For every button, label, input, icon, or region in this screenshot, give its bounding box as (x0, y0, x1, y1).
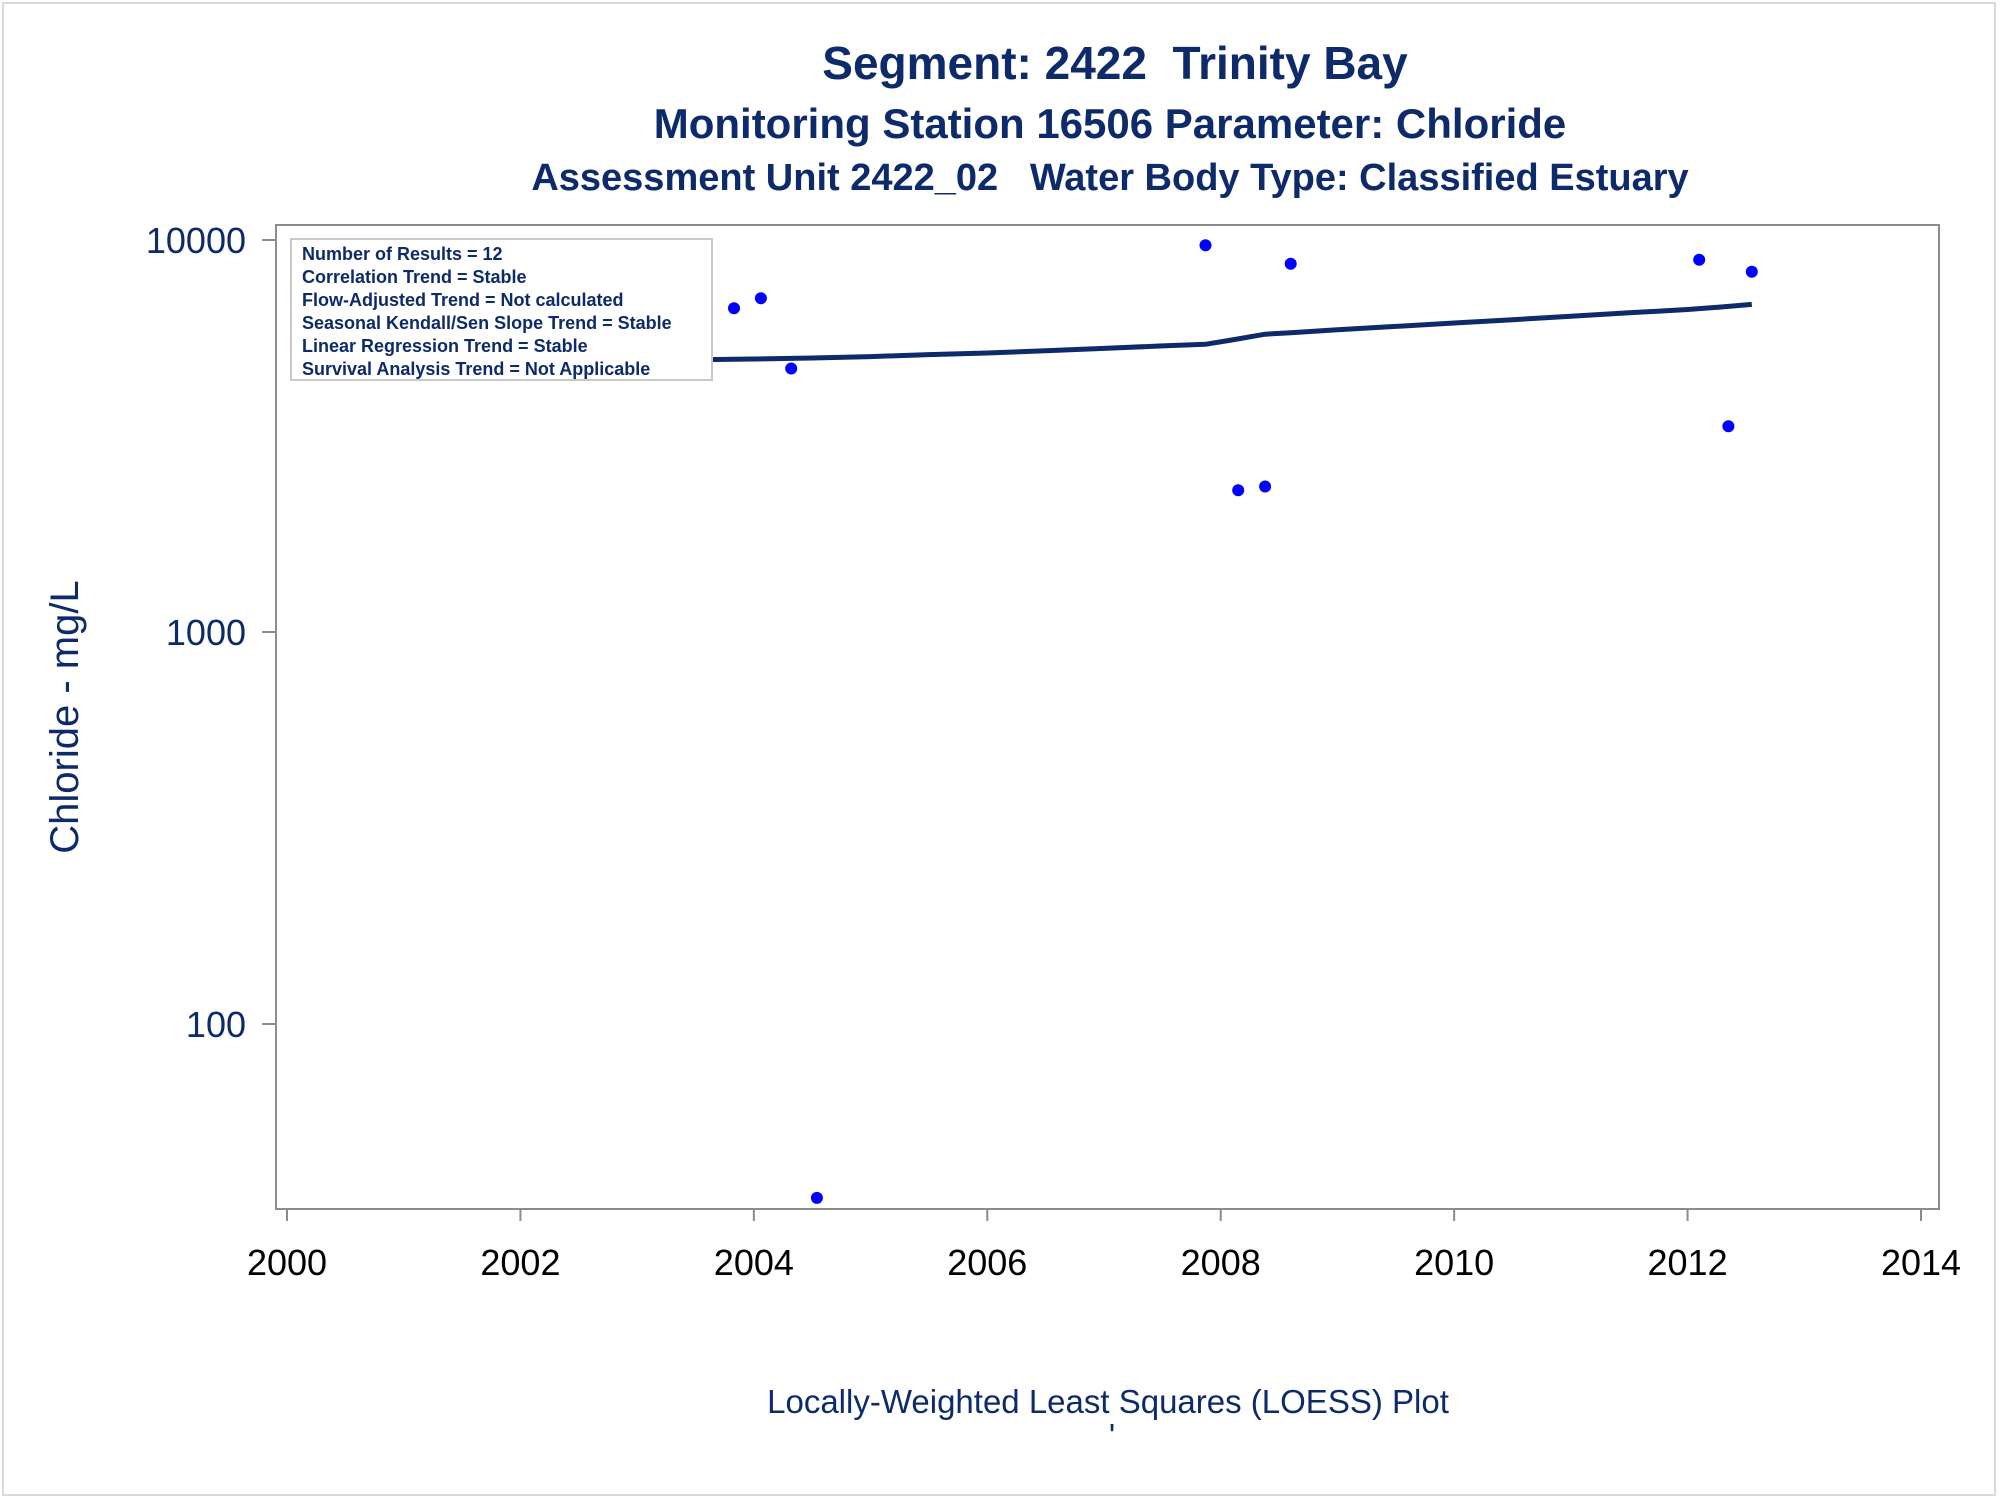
chart-title: Segment: 2422 Trinity Bay (822, 37, 1408, 89)
data-point (754, 292, 767, 305)
stats-line-linear-regression: Linear Regression Trend = Stable (302, 336, 588, 356)
data-point (1722, 420, 1735, 433)
x-tick-label: 2008 (1181, 1242, 1261, 1283)
stats-line-results: Number of Results = 12 (302, 244, 503, 264)
footnote: Locally-Weighted Least Squares (LOESS) P… (767, 1383, 1449, 1420)
y-axis-title: Chloride - mg/L (43, 580, 87, 853)
plot-area (275, 224, 1940, 1210)
x-tick-label: 2006 (947, 1242, 1027, 1283)
data-point (1284, 257, 1297, 270)
x-tick-label: 2012 (1648, 1242, 1728, 1283)
data-point (1745, 265, 1758, 278)
data-point (1693, 253, 1706, 266)
chart-subtitle-2: Assessment Unit 2422_02 Water Body Type:… (531, 157, 1689, 199)
y-tick-label: 1000 (166, 612, 246, 653)
data-point (1199, 239, 1212, 252)
chart-subtitle: Monitoring Station 16506 Parameter: Chlo… (653, 100, 1567, 147)
stats-line-flow-adjusted: Flow-Adjusted Trend = Not calculated (302, 290, 624, 310)
x-tick-label: 2000 (247, 1242, 327, 1283)
data-point (1232, 484, 1245, 497)
stats-box-border (290, 238, 713, 381)
x-axis: 2000 2002 2004 2006 2008 2010 2012 2014 (247, 1209, 1961, 1283)
data-point (1259, 480, 1272, 493)
x-tick-label: 2004 (714, 1242, 794, 1283)
y-tick-label: 100 (186, 1004, 246, 1045)
stats-line-correlation: Correlation Trend = Stable (302, 267, 527, 287)
x-tick-label: 2014 (1881, 1242, 1961, 1283)
footnote-mark: ' (1109, 1417, 1115, 1454)
data-point (810, 1191, 823, 1204)
stats-line-survival: Survival Analysis Trend = Not Applicable (302, 359, 650, 379)
y-tick-label: 10000 (146, 220, 246, 261)
y-axis: 100 1000 10000 (146, 220, 276, 1045)
stats-box: Number of Results = 12 Correlation Trend… (290, 238, 713, 381)
stats-line-seasonal-kendall: Seasonal Kendall/Sen Slope Trend = Stabl… (302, 313, 672, 333)
data-points-layer (344, 239, 1758, 1204)
data-point (785, 362, 798, 375)
x-tick-label: 2002 (480, 1242, 560, 1283)
x-tick-label: 2010 (1414, 1242, 1494, 1283)
data-point (728, 302, 740, 315)
